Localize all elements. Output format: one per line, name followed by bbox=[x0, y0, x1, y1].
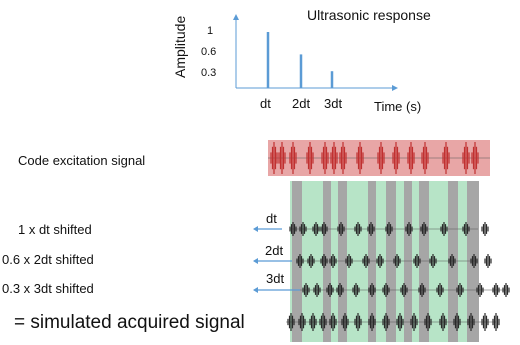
signal-pulse bbox=[396, 313, 404, 331]
signal-pulse bbox=[448, 254, 456, 268]
signal-pulse bbox=[367, 222, 375, 236]
signal-pulse bbox=[336, 283, 344, 297]
signal-pulse bbox=[418, 283, 426, 297]
signal-pulse bbox=[502, 283, 510, 297]
signal-pulse bbox=[429, 254, 437, 268]
signal-pulse bbox=[362, 254, 370, 268]
code-pulse bbox=[321, 142, 329, 174]
shift-tag-3dt: 3dt bbox=[266, 271, 285, 286]
signal-pulse bbox=[462, 222, 470, 236]
signal-pulse bbox=[312, 222, 320, 236]
signal-pulse bbox=[481, 313, 489, 331]
signal-pulse bbox=[329, 313, 337, 331]
signal-pulse bbox=[309, 313, 317, 331]
signal-pulse bbox=[424, 313, 432, 331]
signal-pulse bbox=[287, 313, 295, 331]
code-pulse bbox=[392, 142, 400, 174]
signal-pulse bbox=[453, 313, 461, 331]
result-label: = simulated acquired signal bbox=[14, 312, 245, 333]
signal-pulse bbox=[313, 283, 321, 297]
signal-pulse bbox=[440, 222, 448, 236]
signal-pulse bbox=[420, 222, 428, 236]
signal-pulse bbox=[410, 313, 418, 331]
signal-pulse bbox=[320, 254, 328, 268]
shift-band bbox=[338, 181, 347, 342]
code-pulse bbox=[471, 142, 479, 174]
shift-2-label: 0.6 x 2dt shifted bbox=[2, 252, 94, 267]
shift-band bbox=[404, 181, 412, 342]
signal-pulse bbox=[481, 222, 489, 236]
signal-pulse bbox=[393, 254, 401, 268]
ytick-1: 1 bbox=[207, 25, 214, 37]
signal-pulse bbox=[385, 222, 393, 236]
signal-pulse bbox=[368, 283, 376, 297]
code-pulse bbox=[462, 142, 470, 174]
signal-pulse bbox=[296, 254, 304, 268]
signal-pulse bbox=[476, 283, 484, 297]
signal-pulse bbox=[354, 222, 362, 236]
shift-band bbox=[368, 181, 376, 342]
signal-pulse bbox=[329, 254, 337, 268]
code-pulse bbox=[377, 142, 385, 174]
shift-band bbox=[419, 181, 429, 342]
code-pulse bbox=[330, 142, 338, 174]
impulse-group bbox=[266, 32, 334, 88]
ytick-0-6: 0.6 bbox=[201, 46, 217, 58]
response-axes bbox=[233, 14, 398, 91]
code-pulse bbox=[421, 142, 429, 174]
signal-pulse bbox=[467, 313, 475, 331]
response-xlabel: Time (s) bbox=[374, 99, 422, 114]
signal-pulse bbox=[307, 254, 315, 268]
signal-pulse bbox=[492, 313, 500, 331]
code-pulse bbox=[356, 142, 364, 174]
response-title: Ultrasonic response bbox=[307, 7, 431, 23]
signal-pulse bbox=[299, 222, 307, 236]
code-pulse bbox=[442, 142, 450, 174]
signal-pulse bbox=[470, 254, 478, 268]
xtick-3dt: 3dt bbox=[324, 96, 343, 111]
signal-pulse bbox=[492, 283, 500, 297]
signal-pulse bbox=[326, 283, 334, 297]
signal-pulse bbox=[341, 313, 349, 331]
shift-3-label: 0.3 x 3dt shifted bbox=[2, 281, 94, 296]
code-pulse bbox=[306, 142, 314, 174]
signal-pulse bbox=[319, 313, 327, 331]
ytick-0-3: 0.3 bbox=[201, 67, 217, 79]
signal-pulse bbox=[400, 283, 408, 297]
code-pulse bbox=[278, 142, 286, 174]
signal-pulse bbox=[413, 254, 421, 268]
signal-pulse bbox=[345, 254, 353, 268]
code-pulse bbox=[289, 142, 297, 174]
signal-pulse bbox=[302, 283, 310, 297]
signal-pulse bbox=[289, 222, 297, 236]
signal-pulse bbox=[436, 283, 444, 297]
xtick-dt: dt bbox=[260, 96, 271, 111]
signal-pulse bbox=[337, 222, 345, 236]
signal-pulse bbox=[382, 313, 390, 331]
code-excitation-strip bbox=[268, 140, 490, 176]
code-pulse bbox=[407, 142, 415, 174]
code-excitation-label: Code excitation signal bbox=[18, 153, 146, 168]
shift-1-label: 1 x dt shifted bbox=[18, 222, 92, 237]
shift-arrows bbox=[253, 226, 300, 293]
code-pulse bbox=[339, 142, 347, 174]
code-pulse bbox=[270, 142, 278, 174]
signal-pulse bbox=[368, 313, 376, 331]
xtick-2dt: 2dt bbox=[292, 96, 311, 111]
signal-pulse bbox=[456, 283, 464, 297]
shift-tag-dt: dt bbox=[266, 211, 277, 226]
signal-pulse bbox=[484, 254, 492, 268]
signal-pulse bbox=[405, 222, 413, 236]
shift-band bbox=[386, 181, 396, 342]
signal-pulse bbox=[439, 313, 447, 331]
signal-pulse bbox=[320, 222, 328, 236]
signal-pulse bbox=[352, 283, 360, 297]
signal-pulse bbox=[382, 283, 390, 297]
signal-pulse bbox=[354, 313, 362, 331]
signal-pulse bbox=[298, 313, 306, 331]
signal-pulse bbox=[376, 254, 384, 268]
shift-tag-2dt: 2dt bbox=[265, 243, 284, 258]
shifted-signals-panel bbox=[286, 181, 510, 342]
